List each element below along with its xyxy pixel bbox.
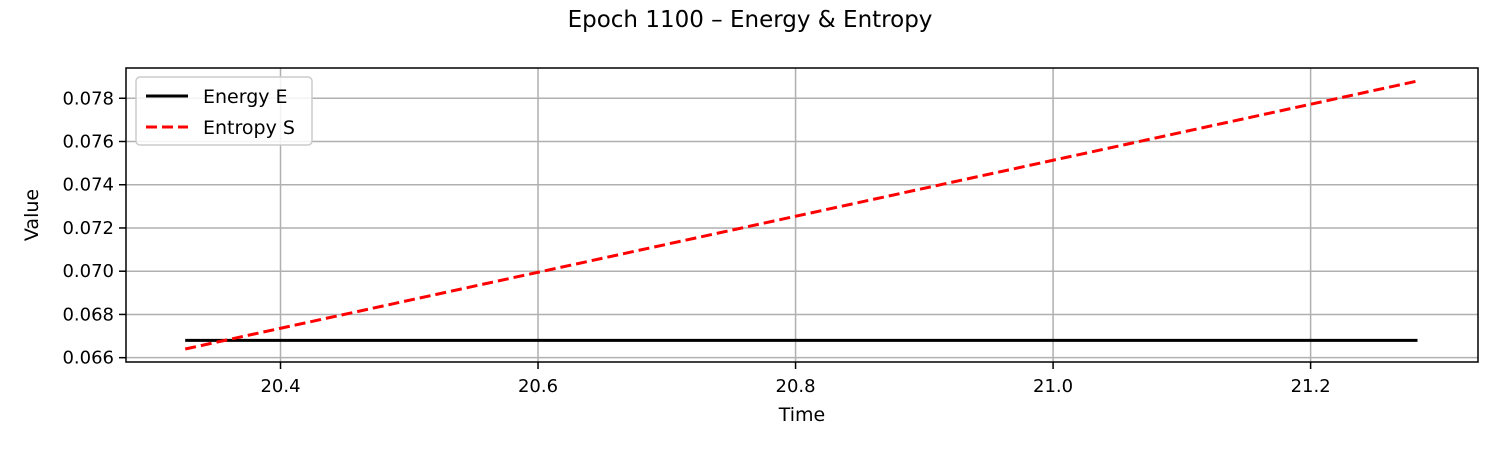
x-axis-title: Time <box>778 404 826 426</box>
x-tick-label: 20.8 <box>776 376 816 397</box>
y-tick-label: 0.078 <box>62 88 114 109</box>
y-tick-label: 0.074 <box>62 175 114 196</box>
y-tick-label: 0.068 <box>62 304 114 325</box>
axis-ticks: 20.4 20.6 20.8 21.0 21.2 0.066 0.068 0.070 0.072… <box>62 88 1330 397</box>
y-axis-title: Value <box>21 189 43 241</box>
y-tick-label: 0.070 <box>62 261 114 282</box>
series-lines <box>184 79 1418 351</box>
x-tick-label: 21.2 <box>1291 376 1331 397</box>
grid <box>126 68 1478 362</box>
series-line-entropy-s <box>184 79 1418 351</box>
y-tick-label: 0.072 <box>62 218 114 239</box>
legend-label: Energy E <box>203 86 288 108</box>
plot-frame <box>125 67 1479 363</box>
x-tick-label: 21.0 <box>1033 376 1073 397</box>
y-tick-label: 0.066 <box>62 348 114 369</box>
x-tick-label: 20.4 <box>260 376 300 397</box>
x-tick-label: 20.6 <box>518 376 558 397</box>
legend-label: Entropy S <box>203 117 295 139</box>
legend: Energy E Entropy S <box>135 76 313 146</box>
chart-title: Epoch 1100 – Energy & Entropy <box>568 7 933 33</box>
y-tick-label: 0.076 <box>62 132 114 153</box>
